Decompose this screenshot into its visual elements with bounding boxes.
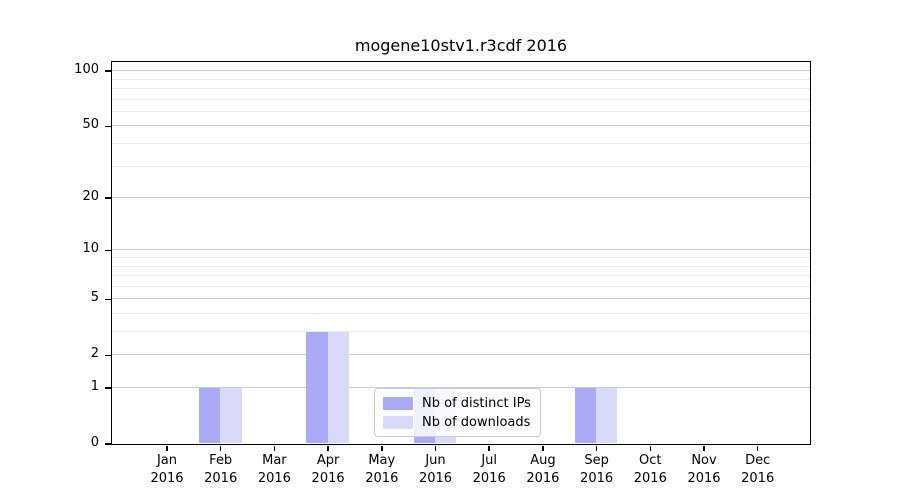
- plot-area: [110, 60, 811, 445]
- x-tick-label: Oct 2016: [633, 453, 667, 486]
- y-tick-mark: [105, 298, 111, 300]
- major-gridline: [111, 298, 810, 300]
- legend-item-distinct-ips: Nb of distinct IPs: [383, 396, 532, 411]
- minor-gridline: [111, 331, 810, 333]
- legend-label-distinct-ips: Nb of distinct IPs: [422, 395, 531, 411]
- minor-gridline: [111, 165, 810, 167]
- x-tick-mark: [434, 445, 437, 451]
- minor-gridline: [111, 312, 810, 314]
- y-tick-mark: [105, 443, 111, 445]
- x-tick-label: Dec 2016: [741, 453, 775, 486]
- bar: [306, 331, 328, 444]
- y-tick-mark: [105, 354, 111, 356]
- x-tick-mark: [166, 445, 168, 451]
- y-tick-label: 10: [82, 241, 99, 257]
- x-tick-label: Jan 2016: [150, 453, 184, 486]
- bar: [327, 331, 349, 444]
- y-tick-label: 20: [82, 189, 99, 205]
- major-gridline: [111, 354, 810, 356]
- x-tick-label: Sep 2016: [580, 453, 614, 486]
- legend: Nb of distinct IPs Nb of downloads: [374, 388, 541, 437]
- major-gridline: [111, 70, 810, 72]
- minor-gridline: [111, 275, 810, 277]
- minor-gridline: [111, 265, 810, 267]
- x-tick-mark: [756, 445, 759, 451]
- bar: [198, 387, 221, 444]
- x-tick-mark: [273, 445, 276, 451]
- x-tick-mark: [381, 445, 383, 451]
- bar: [596, 387, 618, 444]
- y-tick-label: 1: [90, 379, 99, 394]
- y-tick-mark: [105, 197, 111, 199]
- x-tick-label: May 2016: [365, 453, 399, 486]
- minor-gridline: [111, 143, 810, 145]
- major-gridline: [111, 197, 810, 199]
- x-tick-mark: [595, 445, 598, 451]
- y-tick-mark: [105, 387, 111, 389]
- x-tick-mark: [219, 445, 222, 451]
- x-tick-label: Nov 2016: [687, 453, 721, 486]
- minor-gridline: [111, 110, 810, 112]
- bar: [220, 387, 242, 444]
- y-tick-label: 100: [74, 62, 99, 78]
- x-tick-label: Jul 2016: [472, 453, 506, 486]
- y-tick-label: 0: [90, 435, 99, 450]
- minor-gridline: [111, 285, 810, 287]
- bar: [574, 387, 597, 444]
- x-tick-label: Feb 2016: [204, 453, 238, 486]
- chart-title: mogene10stv1.r3cdf 2016: [354, 36, 568, 55]
- x-tick-label: Apr 2016: [311, 453, 345, 486]
- minor-gridline: [111, 257, 810, 258]
- y-tick-label: 50: [82, 117, 99, 133]
- x-tick-mark: [327, 445, 329, 451]
- major-gridline: [111, 125, 810, 127]
- legend-swatch-distinct-ips: [383, 396, 413, 410]
- x-tick-label: Jun 2016: [418, 453, 453, 486]
- y-tick-mark: [105, 70, 111, 72]
- minor-gridline: [111, 78, 810, 80]
- x-tick-mark: [542, 445, 544, 451]
- legend-label-downloads: Nb of downloads: [422, 414, 531, 430]
- y-tick-label: 2: [90, 346, 99, 362]
- x-tick-mark: [649, 445, 652, 451]
- x-tick-mark: [488, 445, 490, 451]
- y-tick-mark: [105, 249, 111, 252]
- legend-item-downloads: Nb of downloads: [383, 415, 532, 430]
- x-tick-mark: [703, 445, 705, 451]
- major-gridline: [111, 249, 810, 251]
- minor-gridline: [111, 88, 810, 90]
- x-tick-label: Mar 2016: [257, 453, 291, 486]
- minor-gridline: [111, 98, 810, 100]
- major-gridline: [111, 387, 810, 388]
- x-tick-label: Aug 2016: [526, 453, 560, 486]
- y-tick-label: 5: [90, 290, 99, 306]
- legend-swatch-downloads: [383, 415, 413, 429]
- y-tick-mark: [105, 125, 111, 128]
